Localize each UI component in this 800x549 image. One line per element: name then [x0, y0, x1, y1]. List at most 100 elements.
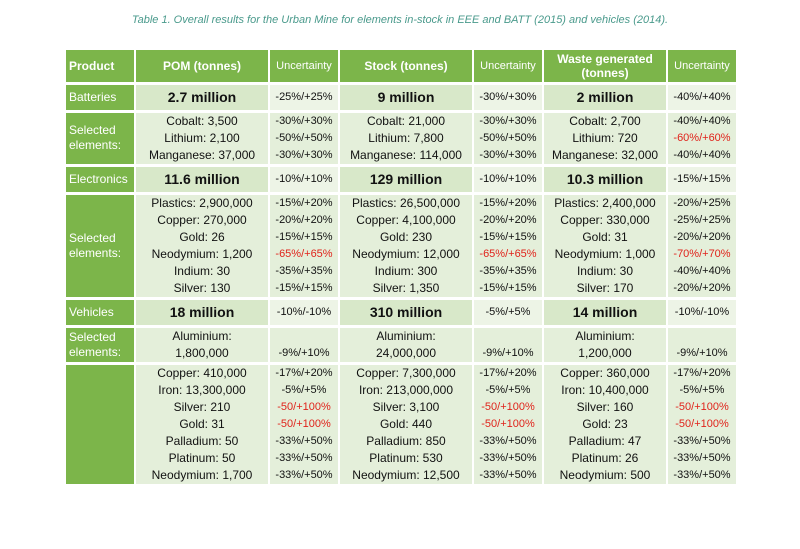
element-value: Silver: 170: [576, 280, 634, 295]
stock-total: 129 million: [338, 163, 474, 193]
waste-aluminium-uncertainty: -9%/+10%: [666, 324, 738, 363]
header-uncertainty-stock: Uncertainty: [472, 48, 544, 84]
uncertainty-value: -17%/+20%: [275, 366, 333, 379]
uncertainty-value: -15%/+20%: [275, 196, 333, 209]
element-value: Gold: 440: [379, 416, 433, 431]
uncertainty-value: -40%/+40%: [673, 148, 731, 161]
uncertainty-value: -33%/+50%: [479, 468, 537, 481]
table-row: Copper: 410,000 Iron: 13,300,000 Silver: 2…: [64, 361, 738, 484]
element-value: Platinum: 26: [571, 450, 639, 465]
header-stock: Stock (tonnes): [338, 48, 474, 84]
element-value: Gold: 230: [379, 229, 433, 244]
stock-total: 9 million: [338, 81, 474, 111]
waste-uncertainty: -15%/+15%: [666, 163, 738, 193]
pom-elements: Copper: 410,000 Iron: 13,300,000 Silver: 2…: [134, 361, 270, 484]
element-value: Palladium: 850: [366, 433, 446, 448]
uncertainty-value: -60%/+60%: [673, 131, 731, 144]
uncertainty-value: -50/+100%: [481, 400, 535, 413]
stock-elements: Copper: 7,300,000 Iron: 213,000,000 Silver…: [338, 361, 474, 484]
waste-elements: Plastics: 2,400,000 Copper: 330,000 Gold: …: [542, 191, 668, 298]
element-value: Manganese: 32,000: [551, 147, 659, 162]
waste-elements: Cobalt: 2,700 Lithium: 720 Manganese: 32,0…: [542, 109, 668, 165]
uncertainty-value: -15%/+15%: [275, 230, 333, 243]
uncertainty-value: -15%/+20%: [479, 196, 537, 209]
pom-elements: Plastics: 2,900,000 Copper: 270,000 Gold: …: [134, 191, 270, 298]
uncertainty-value: -40%/+40%: [673, 114, 731, 127]
pom-total: 2.7 million: [134, 81, 270, 111]
element-value: Neodymium: 1,700: [151, 467, 253, 482]
uncertainty-value: -33%/+50%: [479, 451, 537, 464]
element-value: Gold: 31: [179, 416, 225, 431]
waste-elements-uncertainty: -20%/+25% -25%/+25% -20%/+20% -70%/+70% -40%…: [666, 191, 738, 298]
product-name: Electronics: [64, 163, 136, 193]
uncertainty-value: -65%/+65%: [479, 247, 537, 260]
element-value: Lithium: 7,800: [368, 130, 444, 145]
stock-elements-uncertainty: -30%/+30% -50%/+50% -30%/+30%: [472, 109, 544, 165]
uncertainty-value: -33%/+50%: [673, 434, 731, 447]
waste-total: 10.3 million: [542, 163, 668, 193]
uncertainty-value: -33%/+50%: [479, 434, 537, 447]
uncertainty-value: -50/+100%: [675, 417, 729, 430]
element-value: Lithium: 2,100: [164, 130, 240, 145]
pom-uncertainty: -10%/+10%: [268, 163, 340, 193]
element-value: Gold: 26: [179, 229, 225, 244]
uncertainty-value: -20%/+20%: [479, 213, 537, 226]
vehicles-elements-label-cell: [64, 361, 136, 484]
uncertainty-value: -33%/+50%: [275, 451, 333, 464]
uncertainty-value: -65%/+65%: [275, 247, 333, 260]
waste-total: 14 million: [542, 296, 668, 326]
element-value: Palladium: 50: [165, 433, 239, 448]
header-uncertainty-waste: Uncertainty: [666, 48, 738, 84]
element-value: Iron: 13,300,000: [158, 382, 246, 397]
table-row: Selected elements: Cobalt: 3,500 Lithium:…: [64, 109, 738, 165]
table-row: Vehicles 18 million -10%/-10% 310 millio…: [64, 296, 738, 326]
pom-elements: Cobalt: 3,500 Lithium: 2,100 Manganese: 37…: [134, 109, 270, 165]
waste-elements: Copper: 360,000 Iron: 10,400,000 Silver: 1…: [542, 361, 668, 484]
uncertainty-value: -25%/+25%: [673, 213, 731, 226]
pom-uncertainty: -10%/-10%: [268, 296, 340, 326]
element-value: Palladium: 47: [568, 433, 642, 448]
pom-elements-uncertainty: -30%/+30% -50%/+50% -30%/+30%: [268, 109, 340, 165]
uncertainty-value: -20%/+20%: [673, 230, 731, 243]
stock-total: 310 million: [338, 296, 474, 326]
waste-elements-uncertainty: -17%/+20% -5%/+5% -50/+100% -50/+100% -33%/+…: [666, 361, 738, 484]
pom-elements-uncertainty: -17%/+20% -5%/+5% -50/+100% -50/+100% -33%/+…: [268, 361, 340, 484]
selected-elements-label: Selected elements:: [64, 191, 136, 298]
uncertainty-value: -15%/+15%: [479, 230, 537, 243]
element-value: Manganese: 114,000: [350, 147, 462, 162]
uncertainty-value: -9%/+10%: [676, 346, 728, 359]
selected-elements-label: Selected elements:: [64, 109, 136, 165]
element-value: Manganese: 37,000: [148, 147, 256, 162]
stock-uncertainty: -10%/+10%: [472, 163, 544, 193]
selected-elements-label: Selected elements:: [64, 324, 136, 363]
uncertainty-value: -9%/+10%: [278, 346, 330, 359]
element-value: Iron: 213,000,000: [358, 382, 454, 397]
stock-uncertainty: -30%/+30%: [472, 81, 544, 111]
element-value: Cobalt: 3,500: [166, 113, 238, 128]
element-value: Copper: 7,300,000: [356, 365, 456, 380]
element-value: Neodymium: 1,200: [151, 246, 253, 261]
table-row: Selected elements: Plastics: 2,900,000 Co…: [64, 191, 738, 298]
element-value: Plastics: 2,400,000: [554, 195, 656, 210]
uncertainty-value: -5%/+5%: [485, 383, 531, 396]
element-value: Copper: 360,000: [560, 365, 650, 380]
element-value: Platinum: 530: [369, 450, 443, 465]
element-value: Neodymium: 1,000: [554, 246, 656, 261]
uncertainty-value: -50%/+50%: [275, 131, 333, 144]
uncertainty-value: -17%/+20%: [479, 366, 537, 379]
table-row: Batteries 2.7 million -25%/+25% 9 millio…: [64, 81, 738, 111]
stock-uncertainty: -5%/+5%: [472, 296, 544, 326]
header-product: Product: [64, 48, 136, 84]
element-value: Copper: 330,000: [560, 212, 650, 227]
element-value: Silver: 160: [576, 399, 634, 414]
uncertainty-value: -17%/+20%: [673, 366, 731, 379]
uncertainty-value: -35%/+35%: [479, 264, 537, 277]
pom-total: 18 million: [134, 296, 270, 326]
pom-aluminium: Aluminium: 1,800,000: [134, 324, 270, 363]
element-value: Neodymium: 12,500: [352, 467, 460, 482]
uncertainty-value: -9%/+10%: [482, 346, 534, 359]
uncertainty-value: -15%/+15%: [275, 281, 333, 294]
waste-total: 2 million: [542, 81, 668, 111]
waste-uncertainty: -10%/-10%: [666, 296, 738, 326]
uncertainty-value: -30%/+30%: [479, 148, 537, 161]
